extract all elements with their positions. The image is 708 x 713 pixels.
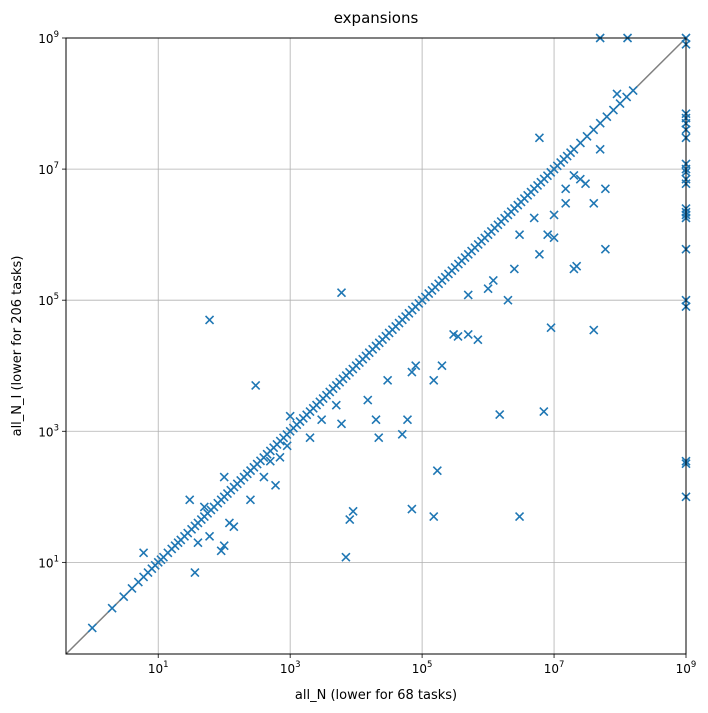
data-point [543,230,553,240]
data-point [600,244,610,254]
data-point [363,395,373,405]
data-point [473,335,483,345]
data-point [411,361,421,371]
data-point [534,133,544,143]
data-point [251,380,261,391]
data-point [437,361,447,371]
data-point [317,415,327,425]
data-point [402,415,413,425]
data-point [453,331,463,341]
data-point [348,506,358,516]
data-point [199,502,209,512]
data-point [229,522,239,532]
data-point [345,514,355,525]
data-point [397,429,407,439]
plot-frame [65,37,687,655]
x-tick-label: 105 [412,660,433,676]
data-point [383,375,393,385]
data-point [270,480,281,490]
data-point [589,325,599,335]
data-point [589,198,599,208]
data-point [275,452,285,462]
data-point [219,472,229,482]
data-point [341,552,351,562]
data-point [595,144,605,154]
data-point [561,184,571,194]
data-point [185,495,195,505]
data-point [216,546,226,556]
data-point [204,315,215,325]
axis-ticks: 101 103 105 107 109 101 103 105 107 109 [38,30,696,676]
data-point [549,233,559,243]
data-point [628,85,638,96]
data-point [569,170,579,181]
data-point [265,456,275,466]
data-point [190,567,200,578]
data-point [87,623,97,633]
data-point [539,406,549,417]
data-point [503,295,513,305]
y-tick-label: 109 [38,30,59,46]
x-tick-label: 103 [280,660,301,676]
data-point [245,495,256,505]
data-point [407,367,417,377]
x-tick-label: 101 [148,660,169,676]
data-point [463,290,473,300]
y-tick-label: 107 [38,161,59,177]
data-point [204,531,215,541]
data-point [193,538,203,548]
x-axis-title: all_N (lower for 68 tasks) [295,688,457,703]
data-point [282,441,292,451]
data-point [432,466,442,476]
data-point [407,504,417,514]
data-point [429,375,439,385]
y-tick-label: 101 [38,554,59,570]
x-tick-label: 107 [544,660,565,676]
data-point [305,433,315,443]
data-point [514,230,525,240]
data-point [336,419,347,429]
data-point [285,411,295,421]
y-tick-label: 105 [38,292,59,308]
data-point [107,603,117,613]
data-point [119,592,129,602]
data-point [371,415,381,425]
data-point [139,548,149,558]
y-tick-label: 103 [38,423,59,439]
data-point [483,284,493,294]
data-point [336,288,347,298]
x-tick-label: 109 [676,660,697,676]
y-axis-title: all_N_I (lower for 206 tasks) [10,256,25,437]
data-point [429,511,439,522]
data-point [219,541,229,551]
data-point [463,329,473,340]
data-point [572,261,582,271]
data-point [534,249,544,259]
data-point [331,400,341,410]
data-point [374,433,384,443]
data-point [549,210,559,220]
data-point [488,275,498,286]
data-point [561,198,571,208]
data-point [546,323,556,333]
chart-title: expansions [334,9,419,27]
data-point [495,409,505,420]
data-points [87,33,691,633]
data-point [612,89,622,99]
data-point [575,174,585,184]
data-point [600,184,610,194]
data-point [529,213,539,223]
data-point [259,472,269,482]
data-point [514,511,525,522]
data-point [509,264,519,274]
